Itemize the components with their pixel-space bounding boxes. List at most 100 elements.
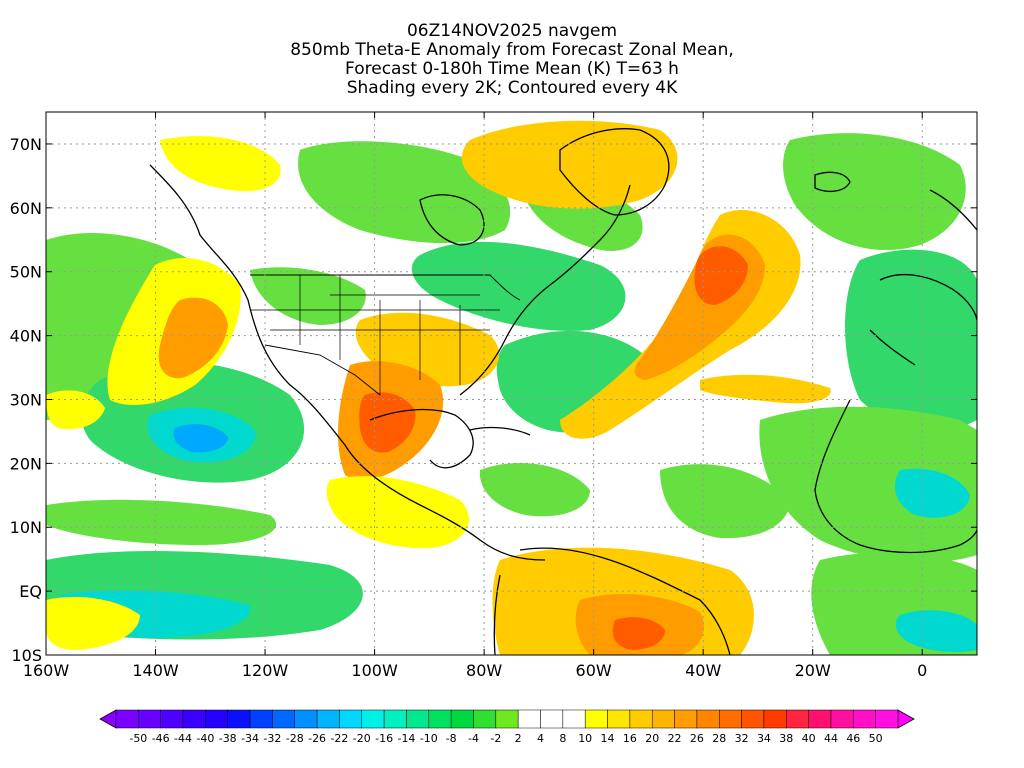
colorbar-swatch (249, 709, 273, 729)
colorbar-over-arrow (897, 709, 915, 729)
colorbar-swatch (138, 709, 161, 729)
y-tick-label: 10N (10, 518, 42, 537)
colorbar-label: 50 (869, 732, 883, 745)
y-tick-label: 40N (10, 327, 42, 346)
colorbar-swatch (808, 709, 832, 729)
colorbar-label: -8 (446, 732, 457, 745)
warm-region-amazon-max (612, 617, 665, 650)
colorbar-label: 32 (735, 732, 749, 745)
title-line-4: Shading every 2K; Contoured every 4K (346, 78, 678, 98)
warm-region-north-atlantic-max (694, 246, 748, 305)
colorbar-swatch (272, 709, 295, 729)
colorbar-swatch (786, 709, 809, 729)
cool-region-west-africa (759, 406, 977, 563)
y-tick-label: 10S (11, 646, 42, 665)
title-block: 06Z14NOV2025 navgem 850mb Theta-E Anomal… (0, 22, 1024, 98)
cool-region-western-us (250, 267, 366, 325)
x-tick-label: 40W (685, 661, 721, 680)
x-tick-label: 160W (23, 661, 70, 680)
colorbar-label: -2 (490, 732, 501, 745)
colorbar-label: -16 (375, 732, 393, 745)
coastline-south-america-west (493, 574, 501, 655)
colorbar-swatch (428, 709, 452, 729)
y-tick-label: EQ (19, 582, 42, 601)
cool-region-caribbean (479, 462, 590, 517)
plot-frame (45, 111, 978, 656)
colorbar-label: 26 (690, 732, 704, 745)
shading-layer (46, 120, 977, 655)
colorbar-swatch (584, 709, 608, 729)
colorbar-swatch (875, 709, 899, 729)
colorbar-swatch (495, 709, 519, 729)
colorbar-swatch (227, 709, 251, 729)
coastline-gulf-of-mexico (369, 408, 474, 469)
cool-region-west-africa-core (895, 468, 970, 518)
warm-region-mexico-core (359, 392, 416, 453)
colorbar-label: 16 (623, 732, 637, 745)
title-line-1: 06Z14NOV2025 navgem (406, 21, 618, 41)
x-tick-label: 20W (795, 661, 831, 680)
coastline-iceland (814, 171, 851, 193)
x-tick-label: 0 (917, 661, 927, 680)
colorbar-swatch (316, 709, 340, 729)
colorbar-label: -10 (420, 732, 438, 745)
colorbar-swatch (406, 709, 430, 729)
colorbar-swatch (763, 709, 787, 729)
colorbar-swatch (450, 709, 474, 729)
cool-region-south-atlantic-core (895, 610, 977, 652)
y-tick-label: 20N (10, 454, 42, 473)
y-tick-label: 60N (10, 199, 42, 218)
colorbar-label: 4 (537, 732, 544, 745)
colorbar-label: -26 (308, 732, 326, 745)
colorbar-label: -40 (196, 732, 214, 745)
warm-region-atlantic-tongue (700, 374, 831, 404)
warm-region-canada-yellow (160, 136, 281, 192)
colorbar-swatch (741, 709, 765, 729)
colorbar-label: -44 (174, 732, 192, 745)
colorbar-swatch (853, 709, 876, 729)
colorbar-swatch (205, 709, 228, 729)
colorbar-label: -50 (129, 732, 147, 745)
x-tick-label: 100W (351, 661, 398, 680)
gridlines (46, 112, 977, 655)
y-tick-label: 50N (10, 263, 42, 282)
colorbar-swatch (339, 709, 363, 729)
colorbar-label: -20 (353, 732, 371, 745)
coastline-layer (149, 128, 977, 655)
colorbar-label: 44 (824, 732, 838, 745)
colorbar-label: -22 (330, 732, 348, 745)
colorbar-label: 28 (712, 732, 726, 745)
colorbar-label: 38 (779, 732, 793, 745)
colorbar-under-arrow (99, 709, 117, 729)
coastline-greenland (559, 128, 670, 216)
x-ticks: 160W 140W 120W 100W 80W 60W 40W 20W 0 (23, 112, 927, 680)
colorbar-swatch (115, 709, 139, 729)
colorbar-swatch (182, 709, 206, 729)
colorbar-swatch (294, 709, 318, 729)
warm-region-greenland (461, 120, 678, 209)
colorbar-swatch (607, 709, 631, 729)
x-tick-label: 140W (132, 661, 179, 680)
coastline-europe (869, 189, 977, 366)
colorbar-label: 46 (846, 732, 860, 745)
x-tick-label: 60W (576, 661, 612, 680)
colorbar-label: 40 (802, 732, 816, 745)
colorbar-label: -38 (219, 732, 237, 745)
border-us-mexico (264, 344, 381, 396)
colorbar-swatch (674, 709, 698, 729)
colorbar-swatch (830, 709, 854, 729)
colorbar-label: 8 (559, 732, 566, 745)
colorbar-swatch (361, 709, 385, 729)
warm-region-equatorial-yellow (46, 596, 140, 650)
coastline-north-america-west (149, 164, 546, 561)
colorbar-label: 14 (601, 732, 615, 745)
colorbar-swatch (562, 709, 586, 729)
coastline-hudson-bay (419, 194, 485, 246)
colorbar-label: -28 (286, 732, 304, 745)
colorbar-swatch (696, 709, 720, 729)
cool-region-tropical-atlantic (660, 464, 790, 539)
colorbar-label: -14 (397, 732, 415, 745)
colorbar-swatch (629, 709, 653, 729)
